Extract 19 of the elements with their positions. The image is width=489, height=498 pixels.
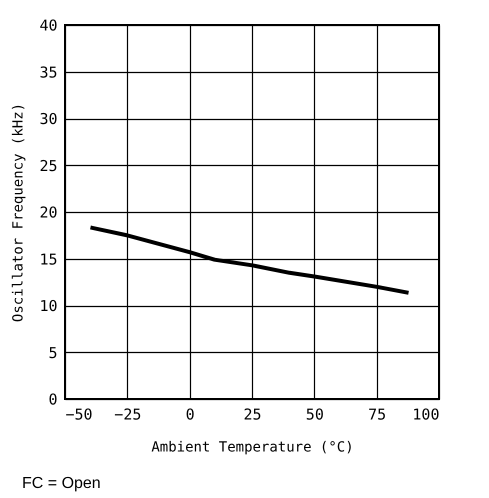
x-tick-label: 75 [368, 406, 386, 424]
x-tick-label: −50 [66, 406, 93, 424]
y-tick-label: 10 [39, 297, 58, 315]
text: FC = Open [22, 475, 102, 493]
x-tick-label: −25 [114, 406, 142, 424]
y-tick-label: 5 [48, 344, 58, 362]
x-tick-label: 50 [306, 406, 324, 424]
y-tick-label: 15 [39, 250, 58, 268]
x-tick-label: 25 [243, 406, 262, 424]
y-tick-label: 30 [39, 110, 58, 128]
x-tick-label: 0 [186, 406, 195, 424]
y-axis-title: Oscillator Frequency (kHz) [10, 102, 26, 322]
y-tick-label: 25 [39, 156, 58, 175]
y-tick-label: 35 [39, 63, 58, 82]
x-tick-label: 100 [412, 406, 440, 424]
y-tick-label: 20 [39, 204, 58, 222]
x-axis-title: Ambient Temperature (°C) [151, 440, 354, 456]
y-tick-label: 0 [48, 390, 58, 408]
y-tick-label: 40 [39, 16, 58, 34]
